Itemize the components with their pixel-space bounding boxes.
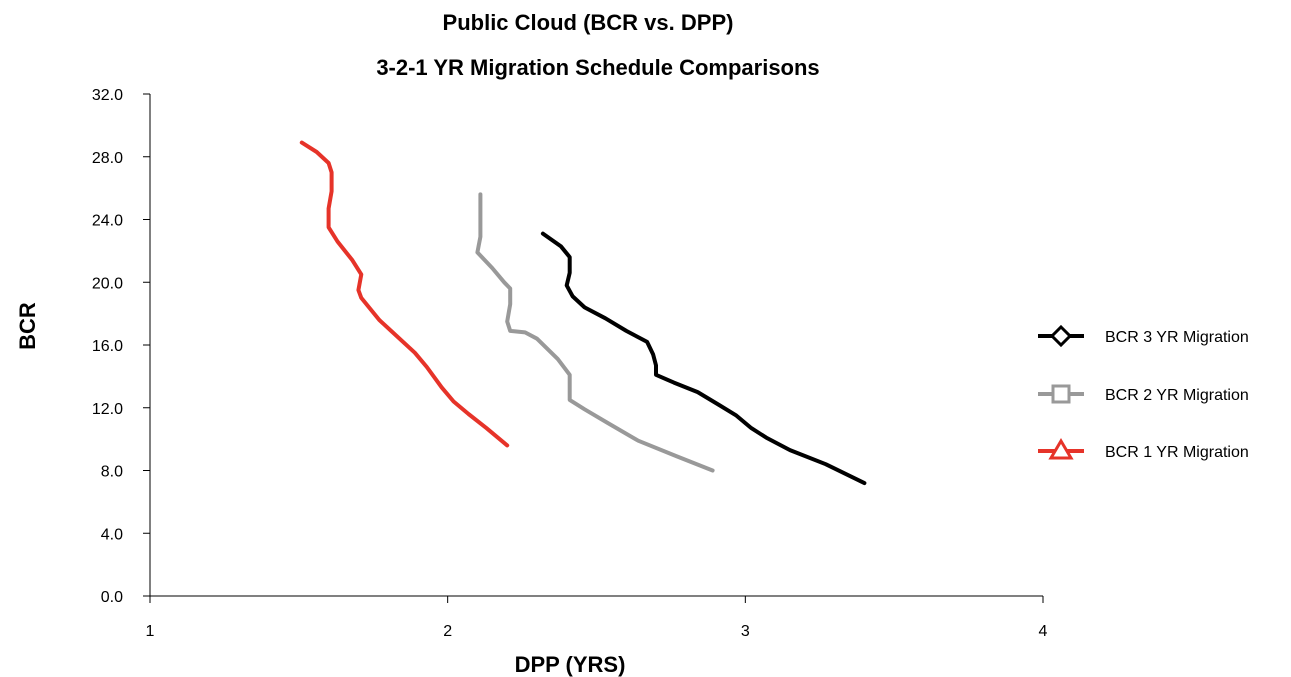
chart-title-line-1: Public Cloud (BCR vs. DPP)	[443, 10, 734, 35]
y-tick-label: 4.0	[101, 526, 123, 543]
y-axis-title: BCR	[15, 302, 40, 350]
axes: 0.0 4.0 8.0 12.0 16.0 20.0 24.0 28.0 32.0 1 2 3 4	[92, 87, 1048, 640]
y-tick-label: 32.0	[92, 87, 123, 104]
y-tick-label: 16.0	[92, 338, 123, 355]
series-line-1	[540, 231, 867, 486]
legend-item: BCR 1 YR Migration	[1038, 438, 1249, 461]
triangle-marker-icon	[1048, 438, 1074, 460]
series-line-3	[299, 140, 510, 448]
x-axis-title: DPP (YRS)	[515, 652, 626, 677]
legend-label: BCR 2 YR Migration	[1105, 387, 1249, 404]
legend-label: BCR 3 YR Migration	[1105, 329, 1249, 346]
series-line-2	[475, 192, 715, 473]
x-tick-label: 3	[741, 623, 750, 640]
legend-item: BCR 2 YR Migration	[1038, 384, 1249, 404]
chart-title-line-2: 3-2-1 YR Migration Schedule Comparisons	[376, 55, 819, 80]
y-tick-label: 20.0	[92, 275, 123, 292]
legend-item: BCR 3 YR Migration	[1038, 324, 1249, 348]
y-tick-label: 24.0	[92, 213, 123, 230]
y-tick-label: 12.0	[92, 401, 123, 418]
square-marker-icon	[1051, 384, 1071, 404]
x-tick-label: 2	[443, 623, 452, 640]
x-tick-label: 4	[1039, 623, 1048, 640]
diamond-marker-icon	[1049, 324, 1073, 348]
y-tick-label: 28.0	[92, 150, 123, 167]
x-tick-label: 1	[146, 623, 155, 640]
y-tick-label: 8.0	[101, 464, 123, 481]
legend: BCR 3 YR Migration BCR 2 YR Migration BCR …	[1038, 324, 1249, 461]
legend-label: BCR 1 YR Migration	[1105, 444, 1249, 461]
series-layer	[299, 140, 867, 486]
y-tick-label: 0.0	[101, 589, 123, 606]
